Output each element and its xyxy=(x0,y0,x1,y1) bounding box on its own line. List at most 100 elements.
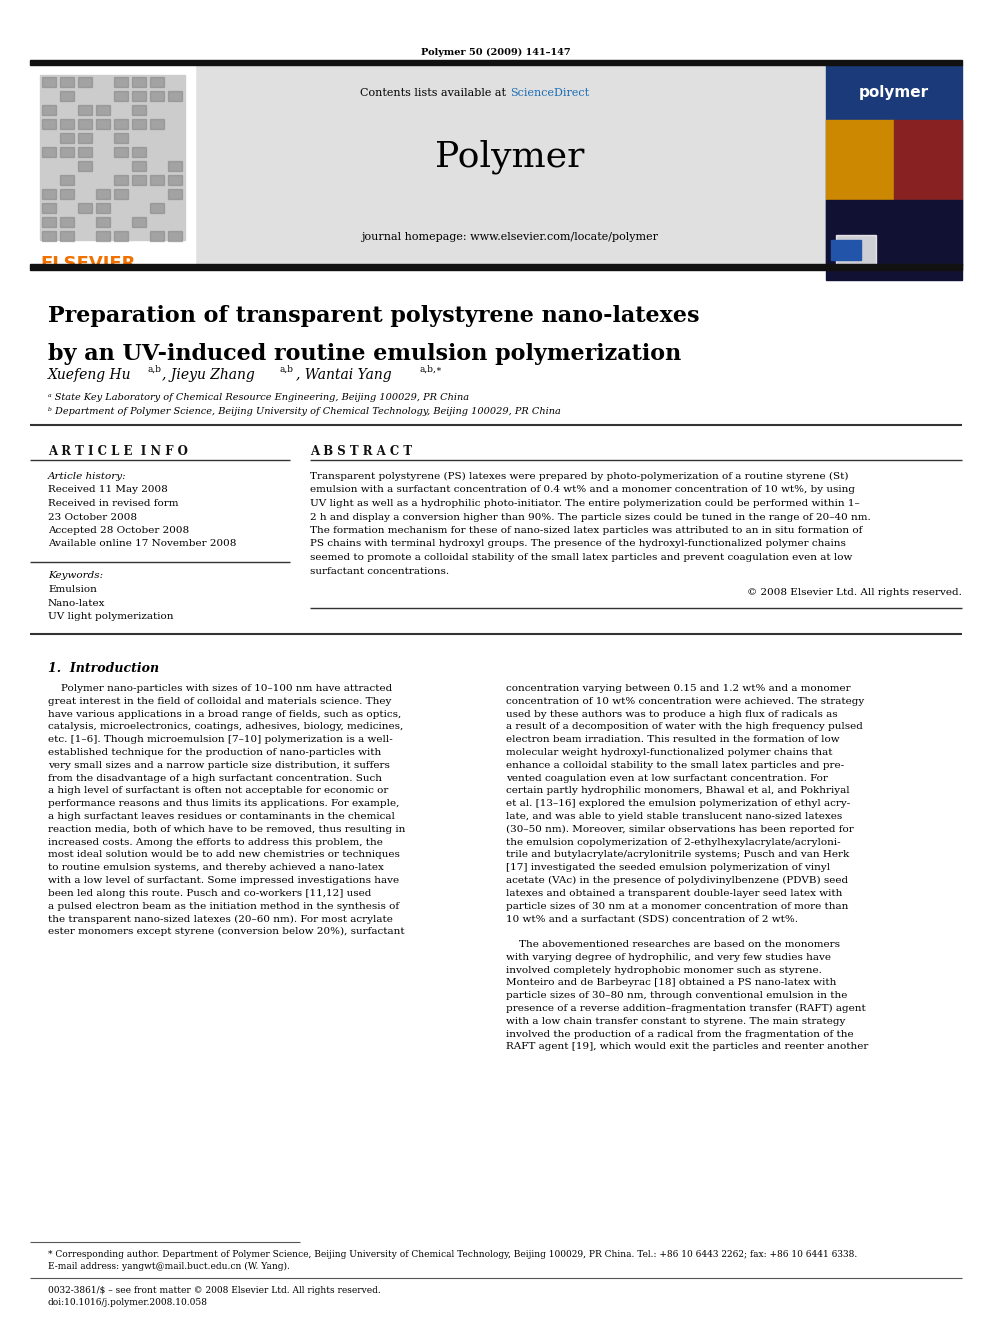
Bar xyxy=(78,147,92,157)
Text: certain partly hydrophilic monomers, Bhawal et al, and Pokhriyal: certain partly hydrophilic monomers, Bha… xyxy=(506,786,849,795)
Text: a result of a decomposition of water with the high frequency pulsed: a result of a decomposition of water wit… xyxy=(506,722,863,732)
Bar xyxy=(30,60,962,65)
Bar xyxy=(132,175,146,185)
Text: Monteiro and de Barbeyrac [18] obtained a PS nano-latex with: Monteiro and de Barbeyrac [18] obtained … xyxy=(506,979,836,987)
Text: A B S T R A C T: A B S T R A C T xyxy=(310,445,412,458)
Bar xyxy=(195,65,825,265)
Bar xyxy=(42,202,56,213)
Bar xyxy=(78,77,92,87)
Text: a high surfactant leaves residues or contaminants in the chemical: a high surfactant leaves residues or con… xyxy=(48,812,395,822)
Bar xyxy=(30,65,195,265)
Text: Xuefeng Hu: Xuefeng Hu xyxy=(48,368,132,382)
Bar xyxy=(96,77,110,87)
Bar xyxy=(60,189,74,198)
Text: 0032-3861/$ – see front matter © 2008 Elsevier Ltd. All rights reserved.: 0032-3861/$ – see front matter © 2008 El… xyxy=(48,1286,381,1295)
Text: E-mail address: yangwt@mail.buct.edu.cn (W. Yang).: E-mail address: yangwt@mail.buct.edu.cn … xyxy=(48,1262,290,1271)
Bar xyxy=(42,105,56,115)
Bar xyxy=(42,91,56,101)
Text: the transparent nano-sized latexes (20–60 nm). For most acrylate: the transparent nano-sized latexes (20–6… xyxy=(48,914,393,923)
Bar xyxy=(60,217,74,228)
Bar xyxy=(150,119,164,130)
Bar xyxy=(168,91,182,101)
Text: ᵇ Department of Polymer Science, Beijing University of Chemical Technology, Beij: ᵇ Department of Polymer Science, Beijing… xyxy=(48,407,560,415)
Bar xyxy=(168,134,182,143)
Text: Nano-latex: Nano-latex xyxy=(48,598,105,607)
Text: PS chains with terminal hydroxyl groups. The presence of the hydroxyl-functional: PS chains with terminal hydroxyl groups.… xyxy=(310,540,846,549)
Text: Polymer nano-particles with sizes of 10–100 nm have attracted: Polymer nano-particles with sizes of 10–… xyxy=(48,684,392,693)
Text: by an UV-induced routine emulsion polymerization: by an UV-induced routine emulsion polyme… xyxy=(48,343,682,365)
Text: have various applications in a broad range of fields, such as optics,: have various applications in a broad ran… xyxy=(48,709,401,718)
Text: ester monomers except styrene (conversion below 20%), surfactant: ester monomers except styrene (conversio… xyxy=(48,927,405,937)
Text: a pulsed electron beam as the initiation method in the synthesis of: a pulsed electron beam as the initiation… xyxy=(48,901,399,910)
Text: involved the production of a radical from the fragmentation of the: involved the production of a radical fro… xyxy=(506,1029,854,1039)
Text: polymer: polymer xyxy=(859,85,930,101)
Bar xyxy=(60,119,74,130)
Bar xyxy=(168,217,182,228)
Bar xyxy=(150,77,164,87)
Text: with a low chain transfer constant to styrene. The main strategy: with a low chain transfer constant to st… xyxy=(506,1017,845,1025)
Bar xyxy=(60,91,74,101)
Bar xyxy=(168,161,182,171)
Text: a,b: a,b xyxy=(148,365,162,374)
Text: Polymer: Polymer xyxy=(435,140,584,175)
Bar xyxy=(114,161,128,171)
Bar xyxy=(826,200,962,280)
Text: Keywords:: Keywords: xyxy=(48,572,103,581)
Bar xyxy=(831,239,861,261)
Text: A R T I C L E  I N F O: A R T I C L E I N F O xyxy=(48,445,187,458)
Text: , Jieyu Zhang: , Jieyu Zhang xyxy=(162,368,255,382)
Text: from the disadvantage of a high surfactant concentration. Such: from the disadvantage of a high surfacta… xyxy=(48,774,382,783)
Text: molecular weight hydroxyl-functionalized polymer chains that: molecular weight hydroxyl-functionalized… xyxy=(506,747,832,757)
Text: used by these authors was to produce a high flux of radicals as: used by these authors was to produce a h… xyxy=(506,709,837,718)
Text: a,b: a,b xyxy=(280,365,294,374)
Bar xyxy=(168,105,182,115)
Text: etc. [1–6]. Though microemulsion [7–10] polymerization is a well-: etc. [1–6]. Though microemulsion [7–10] … xyxy=(48,736,393,745)
Text: enhance a colloidal stability to the small latex particles and pre-: enhance a colloidal stability to the sma… xyxy=(506,761,844,770)
Text: UV light as well as a hydrophilic photo-initiator. The entire polymerization cou: UV light as well as a hydrophilic photo-… xyxy=(310,499,860,508)
Text: electron beam irradiation. This resulted in the formation of low: electron beam irradiation. This resulted… xyxy=(506,736,839,745)
Text: Accepted 28 October 2008: Accepted 28 October 2008 xyxy=(48,527,189,534)
Bar xyxy=(96,232,110,241)
Bar xyxy=(168,232,182,241)
Bar xyxy=(826,65,962,265)
Bar xyxy=(894,120,962,200)
Bar xyxy=(96,217,110,228)
Bar xyxy=(78,105,92,115)
Text: particle sizes of 30–80 nm, through conventional emulsion in the: particle sizes of 30–80 nm, through conv… xyxy=(506,991,847,1000)
Text: UV light polymerization: UV light polymerization xyxy=(48,613,174,620)
Bar xyxy=(114,202,128,213)
Bar xyxy=(78,161,92,171)
Text: surfactant concentrations.: surfactant concentrations. xyxy=(310,566,449,576)
Text: 23 October 2008: 23 October 2008 xyxy=(48,512,137,521)
Bar xyxy=(836,235,876,265)
Text: Transparent polystyrene (PS) latexes were prepared by photo-polymerization of a : Transparent polystyrene (PS) latexes wer… xyxy=(310,472,848,482)
Text: Contents lists available at: Contents lists available at xyxy=(360,89,510,98)
Text: vented coagulation even at low surfactant concentration. For: vented coagulation even at low surfactan… xyxy=(506,774,828,783)
Bar xyxy=(132,147,146,157)
Text: most ideal solution would be to add new chemistries or techniques: most ideal solution would be to add new … xyxy=(48,851,400,860)
Bar xyxy=(114,147,128,157)
Bar xyxy=(150,217,164,228)
Text: very small sizes and a narrow particle size distribution, it suffers: very small sizes and a narrow particle s… xyxy=(48,761,390,770)
Text: late, and was able to yield stable translucent nano-sized latexes: late, and was able to yield stable trans… xyxy=(506,812,842,822)
Bar xyxy=(114,232,128,241)
Bar xyxy=(42,175,56,185)
Bar xyxy=(168,77,182,87)
Text: presence of a reverse addition–fragmentation transfer (RAFT) agent: presence of a reverse addition–fragmenta… xyxy=(506,1004,866,1013)
Text: © 2008 Elsevier Ltd. All rights reserved.: © 2008 Elsevier Ltd. All rights reserved… xyxy=(747,587,962,597)
Text: ᵃ State Key Laboratory of Chemical Resource Engineering, Beijing 100029, PR Chin: ᵃ State Key Laboratory of Chemical Resou… xyxy=(48,393,469,402)
Text: Available online 17 November 2008: Available online 17 November 2008 xyxy=(48,540,236,549)
Text: concentration varying between 0.15 and 1.2 wt% and a monomer: concentration varying between 0.15 and 1… xyxy=(506,684,850,693)
Text: RAFT agent [19], which would exit the particles and reenter another: RAFT agent [19], which would exit the pa… xyxy=(506,1043,868,1052)
Text: established technique for the production of nano-particles with: established technique for the production… xyxy=(48,747,381,757)
Text: concentration of 10 wt% concentration were achieved. The strategy: concentration of 10 wt% concentration we… xyxy=(506,697,864,705)
Text: trile and butylacrylate/acrylonitrile systems; Pusch and van Herk: trile and butylacrylate/acrylonitrile sy… xyxy=(506,851,849,860)
Bar xyxy=(132,232,146,241)
Text: The formation mechanism for these of nano-sized latex particles was attributed t: The formation mechanism for these of nan… xyxy=(310,527,862,534)
Text: a,b,∗: a,b,∗ xyxy=(420,365,443,374)
Bar xyxy=(78,202,92,213)
Text: Polymer 50 (2009) 141–147: Polymer 50 (2009) 141–147 xyxy=(422,48,570,57)
Text: Preparation of transparent polystyrene nano-latexes: Preparation of transparent polystyrene n… xyxy=(48,306,699,327)
Bar xyxy=(114,91,128,101)
Bar xyxy=(42,189,56,198)
